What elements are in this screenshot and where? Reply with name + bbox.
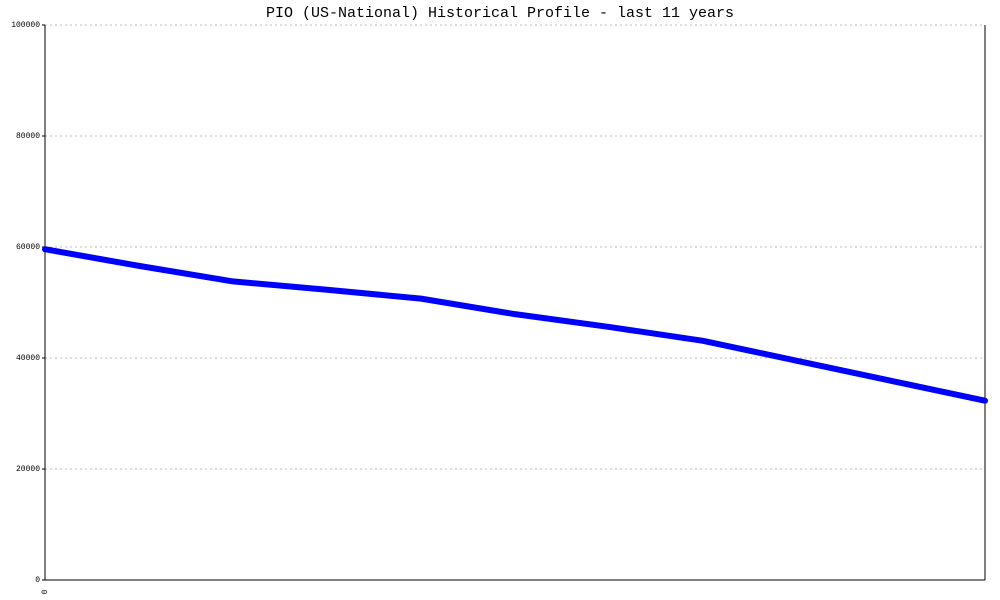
chart-title: PIO (US-National) Historical Profile - l… [266,5,734,22]
x-tick-label: 0 [41,589,50,594]
y-tick-label: 20000 [16,465,40,474]
y-tick-label: 40000 [16,354,40,363]
y-tick-label: 100000 [11,21,40,30]
y-tick-label: 60000 [16,243,40,252]
y-tick-label: 0 [35,576,40,585]
y-tick-label: 80000 [16,132,40,141]
data-line [42,246,988,404]
